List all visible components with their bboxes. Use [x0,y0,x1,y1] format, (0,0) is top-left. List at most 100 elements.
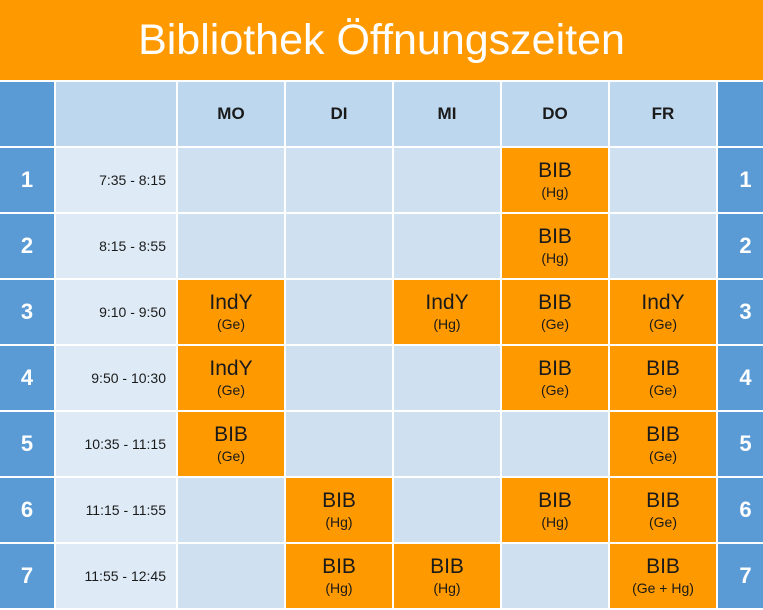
header-time-column [56,82,176,146]
period-time: 9:50 - 10:30 [56,346,176,410]
slot-label: BIB [322,489,356,512]
slot-di-empty [286,346,392,410]
slot-label: IndY [209,357,253,380]
header-day-mo: MO [178,82,284,146]
slot-teacher: (Ge) [649,514,677,530]
slot-do-occupied: BIB (Ge) [502,280,608,344]
period-number-right: 1 [718,148,763,212]
slot-di-occupied: BIB (Hg) [286,478,392,542]
slot-label: BIB [430,555,464,578]
header-corner-right [718,82,763,146]
period-number-right: 3 [718,280,763,344]
period-number-left: 1 [0,148,54,212]
slot-label: BIB [538,489,572,512]
slot-mo-empty [178,544,284,608]
slot-mi-empty [394,346,500,410]
slot-teacher: (Hg) [541,250,569,266]
slot-mi-occupied: BIB (Hg) [394,544,500,608]
slot-mi-empty [394,214,500,278]
slot-di-empty [286,148,392,212]
slot-teacher: (Hg) [433,316,461,332]
period-time: 11:55 - 12:45 [56,544,176,608]
slot-teacher: (Ge) [649,448,677,464]
slot-teacher: (Ge) [649,316,677,332]
slot-label: BIB [538,159,572,182]
slot-fr-occupied: IndY (Ge) [610,280,716,344]
slot-fr-occupied: BIB (Ge + Hg) [610,544,716,608]
slot-di-empty [286,280,392,344]
period-time: 7:35 - 8:15 [56,148,176,212]
slot-fr-occupied: BIB (Ge) [610,346,716,410]
slot-teacher: (Hg) [433,580,461,596]
slot-teacher: (Ge) [217,316,245,332]
slot-label: BIB [322,555,356,578]
slot-teacher: (Ge + Hg) [632,580,694,596]
slot-mo-empty [178,478,284,542]
slot-do-empty [502,412,608,476]
period-number-right: 5 [718,412,763,476]
schedule-table: MO DI MI DO FR 1 7:35 - 8:15 BIB (Hg) 1 2 8:15… [0,82,763,610]
slot-do-occupied: BIB (Ge) [502,346,608,410]
slot-fr-empty [610,214,716,278]
slot-mo-occupied: IndY (Ge) [178,346,284,410]
period-time: 11:15 - 11:55 [56,478,176,542]
header-day-do: DO [502,82,608,146]
slot-teacher: (Ge) [649,382,677,398]
slot-teacher: (Ge) [541,382,569,398]
period-number-left: 4 [0,346,54,410]
slot-mo-occupied: BIB (Ge) [178,412,284,476]
slot-mo-empty [178,214,284,278]
header-day-fr: FR [610,82,716,146]
header-day-di: DI [286,82,392,146]
slot-teacher: (Ge) [541,316,569,332]
slot-fr-empty [610,148,716,212]
slot-do-occupied: BIB (Hg) [502,478,608,542]
slot-di-empty [286,412,392,476]
slot-label: BIB [214,423,248,446]
slot-fr-occupied: BIB (Ge) [610,412,716,476]
slot-label: BIB [646,555,680,578]
period-number-left: 5 [0,412,54,476]
slot-mo-occupied: IndY (Ge) [178,280,284,344]
slot-di-occupied: BIB (Hg) [286,544,392,608]
header-corner-left [0,82,54,146]
slot-fr-occupied: BIB (Ge) [610,478,716,542]
period-number-left: 2 [0,214,54,278]
slot-mi-empty [394,412,500,476]
slot-do-empty [502,544,608,608]
slot-label: IndY [641,291,685,314]
period-time: 8:15 - 8:55 [56,214,176,278]
slot-mo-empty [178,148,284,212]
slot-label: BIB [538,225,572,248]
period-number-left: 3 [0,280,54,344]
slot-teacher: (Hg) [541,514,569,530]
slot-teacher: (Ge) [217,448,245,464]
period-number-right: 6 [718,478,763,542]
slot-label: BIB [646,357,680,380]
slot-label: BIB [646,489,680,512]
period-number-left: 7 [0,544,54,608]
slot-teacher: (Ge) [217,382,245,398]
slot-label: IndY [209,291,253,314]
period-number-right: 2 [718,214,763,278]
page-title: Bibliothek Öffnungszeiten [0,0,763,80]
slot-label: BIB [538,291,572,314]
period-time: 10:35 - 11:15 [56,412,176,476]
period-number-left: 6 [0,478,54,542]
slot-mi-empty [394,148,500,212]
slot-mi-empty [394,478,500,542]
slot-teacher: (Hg) [541,184,569,200]
slot-teacher: (Hg) [325,514,353,530]
header-day-mi: MI [394,82,500,146]
slot-di-empty [286,214,392,278]
slot-do-occupied: BIB (Hg) [502,148,608,212]
period-number-right: 4 [718,346,763,410]
slot-label: IndY [425,291,469,314]
period-number-right: 7 [718,544,763,608]
slot-do-occupied: BIB (Hg) [502,214,608,278]
slot-label: BIB [646,423,680,446]
slot-mi-occupied: IndY (Hg) [394,280,500,344]
period-time: 9:10 - 9:50 [56,280,176,344]
slot-label: BIB [538,357,572,380]
slot-teacher: (Hg) [325,580,353,596]
